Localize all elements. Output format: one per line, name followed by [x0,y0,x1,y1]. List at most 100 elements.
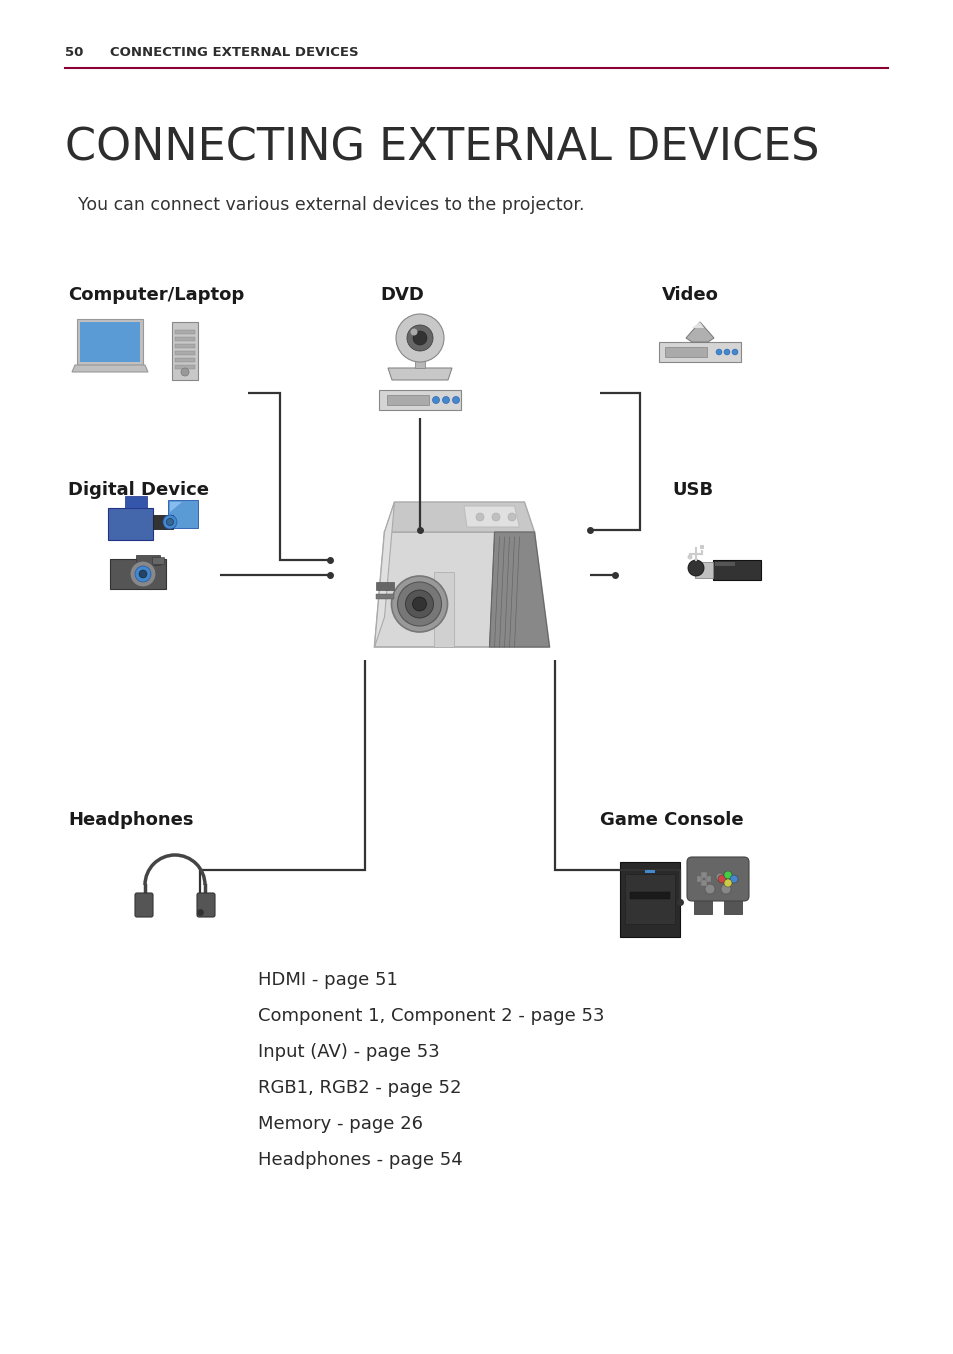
Text: RGB1, RGB2 - page 52: RGB1, RGB2 - page 52 [257,1079,461,1097]
Text: 50: 50 [65,46,83,58]
Text: Headphones - page 54: Headphones - page 54 [257,1151,462,1169]
Polygon shape [375,532,549,647]
Circle shape [139,570,147,578]
FancyBboxPatch shape [686,857,748,900]
Circle shape [395,314,443,362]
Bar [415,352,424,368]
Polygon shape [463,506,519,527]
Polygon shape [71,366,148,372]
Bar [110,559,166,589]
Circle shape [704,884,714,894]
Text: Headphones: Headphones [68,811,193,829]
Circle shape [723,871,731,879]
Bar [697,876,702,881]
Text: USB: USB [671,481,713,500]
Polygon shape [489,532,549,647]
Circle shape [407,325,433,351]
Bar [644,871,655,873]
Bar [664,347,706,357]
Circle shape [410,329,417,336]
Bar [174,337,194,341]
Bar [704,876,710,881]
Circle shape [130,561,156,588]
FancyBboxPatch shape [196,894,214,917]
Bar [174,366,194,370]
Text: Game Console: Game Console [599,811,742,829]
Text: You can connect various external devices to the projector.: You can connect various external devices… [78,196,584,214]
Bar [125,496,147,508]
Polygon shape [170,502,182,512]
Circle shape [723,879,731,887]
Circle shape [181,368,189,376]
Circle shape [723,349,729,355]
Bar [700,872,706,877]
Polygon shape [685,322,713,343]
Polygon shape [691,322,703,328]
Text: Memory - page 26: Memory - page 26 [257,1114,422,1133]
Bar [695,562,712,578]
Bar [108,508,152,540]
Circle shape [135,566,151,582]
Bar [723,898,741,914]
Circle shape [687,561,703,575]
Text: Input (AV) - page 53: Input (AV) - page 53 [257,1043,439,1062]
Bar [172,322,198,380]
Circle shape [405,590,433,617]
Text: Component 1, Component 2 - page 53: Component 1, Component 2 - page 53 [257,1007,604,1025]
Circle shape [412,597,426,611]
Bar [624,873,675,923]
Bar [136,555,160,565]
Circle shape [507,513,516,521]
Bar [376,594,395,598]
Bar [174,351,194,355]
Bar [629,892,669,899]
Polygon shape [388,368,452,380]
Bar [174,344,194,348]
Bar [387,395,429,405]
Circle shape [731,349,738,355]
Bar [174,357,194,362]
Circle shape [391,575,447,632]
Circle shape [167,519,173,525]
Bar [714,562,734,566]
Polygon shape [384,502,534,532]
Text: Computer/Laptop: Computer/Laptop [68,286,244,305]
Circle shape [413,330,427,345]
Bar [700,880,706,886]
Bar [712,561,760,580]
Circle shape [452,397,459,403]
Bar [168,500,198,528]
Polygon shape [80,322,140,362]
Bar [174,330,194,334]
Bar [152,515,172,529]
Circle shape [476,513,483,521]
Bar [152,556,164,565]
Polygon shape [77,320,143,366]
Bar [659,343,740,362]
FancyBboxPatch shape [135,894,152,917]
Circle shape [720,884,730,894]
Circle shape [716,873,723,881]
Circle shape [687,555,692,559]
Polygon shape [434,571,454,647]
Bar [376,582,395,590]
Text: Digital Device: Digital Device [68,481,209,500]
Text: HDMI - page 51: HDMI - page 51 [257,971,397,988]
Text: DVD: DVD [379,286,423,305]
Bar [378,390,460,410]
Circle shape [397,582,441,626]
Bar [700,546,703,548]
Circle shape [718,875,725,883]
Circle shape [442,397,449,403]
Circle shape [163,515,177,529]
Text: Video: Video [661,286,719,305]
Text: CONNECTING EXTERNAL DEVICES: CONNECTING EXTERNAL DEVICES [110,46,358,58]
Polygon shape [375,502,395,647]
Circle shape [492,513,499,521]
Text: CONNECTING EXTERNAL DEVICES: CONNECTING EXTERNAL DEVICES [65,126,819,169]
Circle shape [729,875,738,883]
Circle shape [432,397,439,403]
Circle shape [716,349,721,355]
Bar [693,898,711,914]
Bar [619,862,679,937]
